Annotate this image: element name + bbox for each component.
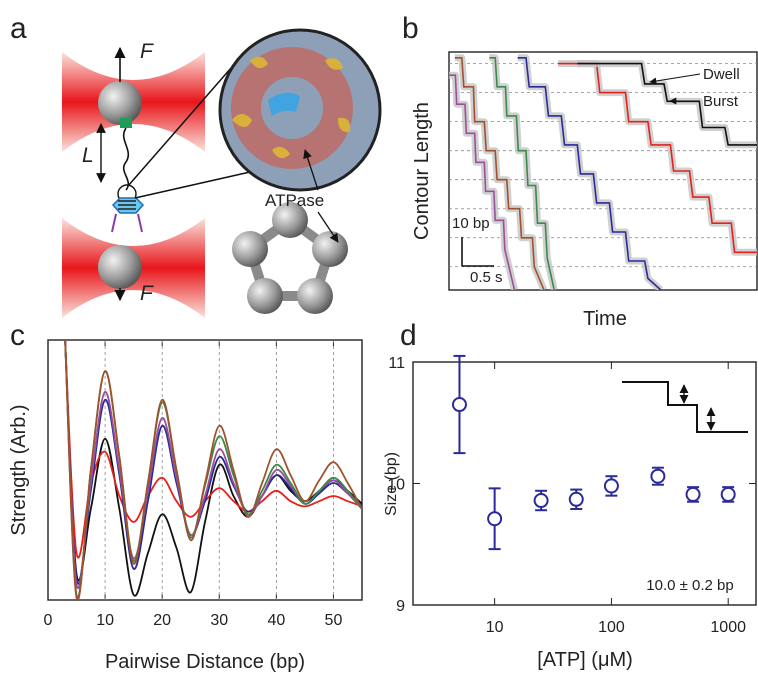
plot-frame [448, 51, 758, 291]
y-tick-label: 10 [387, 477, 405, 494]
motor-ring [231, 47, 353, 169]
plot-frame [47, 339, 363, 601]
data-point [533, 493, 549, 509]
annotation-arrow [649, 73, 701, 85]
x-tick-label: 10 [486, 619, 504, 636]
scale-label: 0.5 s [470, 269, 503, 286]
trace [517, 57, 662, 290]
dna [122, 127, 130, 191]
x-axis-label: Pairwise Distance (bp) [105, 651, 305, 673]
data-point [568, 491, 584, 507]
motor-label: ATPase [265, 191, 324, 210]
trace [454, 57, 545, 290]
x-axis-label: [ATP] (μM) [537, 649, 633, 671]
annotation: Dwell [703, 66, 740, 83]
y-tick-label: 11 [388, 355, 405, 372]
scale-label: 10 bp [452, 215, 490, 232]
linker [111, 213, 143, 233]
x-tick-label: 1000 [710, 619, 746, 636]
data-point [650, 468, 666, 484]
atpase-subunit [232, 56, 351, 159]
data-point [487, 511, 503, 527]
zoom-line [134, 171, 251, 199]
panel-label: a [10, 12, 27, 45]
x-tick-label: 40 [267, 612, 285, 629]
traces [64, 340, 362, 600]
panel-label: c [10, 319, 25, 352]
annotation: Burst [703, 93, 739, 110]
x-tick-label: 20 [153, 612, 171, 629]
pointer-arrow [303, 149, 319, 191]
data-point [603, 478, 619, 494]
plot-frame [412, 361, 757, 606]
motor-core [268, 92, 300, 116]
bead [98, 245, 142, 289]
trace [64, 340, 362, 600]
zoom-line [127, 51, 246, 187]
x-tick-label: 0 [44, 612, 53, 629]
dna-coil [118, 200, 136, 210]
force-label: F [140, 40, 154, 63]
linker [120, 118, 132, 128]
x-tick-label: 100 [598, 619, 625, 636]
data-point [451, 397, 467, 413]
length-label: L [82, 144, 94, 167]
y-axis-label: Size (bp) [383, 452, 400, 516]
trace [449, 74, 516, 290]
y-axis-label: Contour Length [411, 102, 433, 240]
panel-label: d [400, 319, 417, 352]
pentamer [232, 202, 348, 314]
data-point [685, 486, 701, 502]
panel-label: b [402, 12, 419, 45]
trace [558, 62, 757, 254]
pointer-arrow [317, 211, 339, 243]
annotation: 10.0 ± 0.2 bp [646, 577, 733, 594]
x-tick-label: 50 [325, 612, 343, 629]
x-tick-label: 10 [96, 612, 114, 629]
trace [489, 57, 555, 290]
data-point [720, 486, 736, 502]
y-tick-label: 9 [396, 598, 405, 615]
x-tick-label: 30 [210, 612, 228, 629]
force-label: F [140, 282, 154, 305]
y-axis-label: Strength (Arb.) [8, 404, 30, 535]
bead [98, 81, 142, 125]
x-axis-label: Time [583, 308, 627, 330]
step-schematic [622, 381, 748, 433]
diagram: F F L ATPase [62, 28, 382, 318]
